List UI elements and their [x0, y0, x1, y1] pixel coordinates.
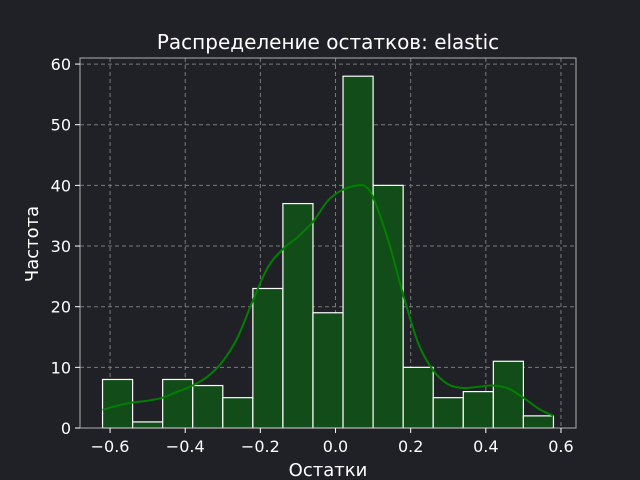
histogram-bar: [312, 312, 344, 429]
y-tick-label: 50: [51, 116, 71, 135]
kde-curve: [102, 184, 554, 417]
x-axis-label: Остатки: [289, 460, 368, 480]
histogram-bar: [132, 421, 164, 429]
histogram-bar: [432, 397, 464, 429]
x-tick-label: −0.2: [241, 437, 280, 456]
histogram-bars: [101, 75, 555, 429]
histogram-bar: [282, 202, 314, 429]
histogram-bar: [462, 391, 494, 429]
histogram-bar: [192, 384, 224, 429]
y-axis-label: Частота: [22, 206, 43, 282]
x-axis-ticks: −0.6 −0.4 −0.2 0.0 0.2 0.4 0.6: [91, 428, 574, 456]
x-tick-label: 0.0: [323, 437, 348, 456]
x-tick-label: 0.4: [473, 437, 498, 456]
histogram-bar: [402, 366, 434, 429]
y-axis-ticks: 0 10 20 30 40 50 60: [51, 55, 80, 438]
histogram-bar: [342, 75, 374, 429]
y-tick-label: 40: [51, 176, 71, 195]
axes-frame: [79, 57, 577, 429]
chart-title: Распределение остатков: elastic: [157, 30, 499, 54]
y-tick-label: 60: [51, 55, 71, 74]
x-tick-label: −0.4: [166, 437, 205, 456]
kde-curve-group: [102, 184, 554, 417]
y-tick-label: 0: [61, 419, 71, 438]
histogram-bar: [252, 287, 284, 429]
histogram-bar: [222, 397, 254, 429]
histogram-bar: [522, 415, 555, 429]
histogram-bar: [372, 184, 404, 429]
x-tick-label: 0.6: [548, 437, 573, 456]
y-tick-label: 10: [51, 358, 71, 377]
x-tick-label: 0.2: [398, 437, 423, 456]
y-tick-label: 20: [51, 298, 71, 317]
x-tick-label: −0.6: [91, 437, 130, 456]
y-tick-label: 30: [51, 237, 71, 256]
